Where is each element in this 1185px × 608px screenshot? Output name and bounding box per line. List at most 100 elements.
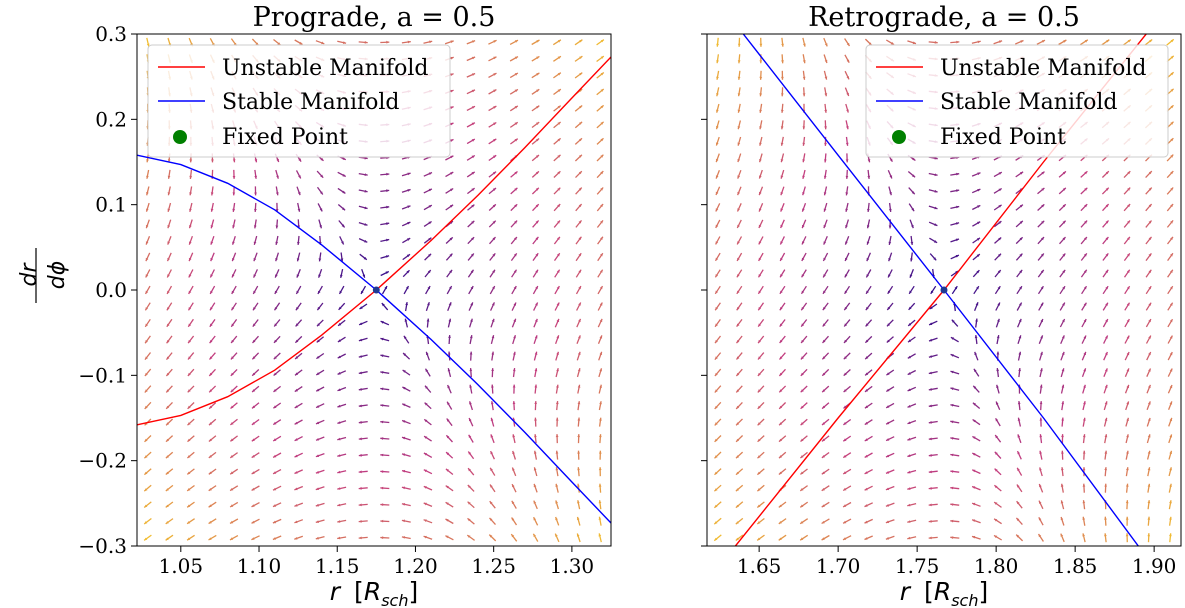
fixed-point-marker [940, 286, 948, 294]
field-arrowhead [231, 339, 234, 343]
field-arrowhead [801, 290, 805, 294]
field-arrowhead [1169, 450, 1172, 454]
field-arrowhead [715, 142, 719, 146]
field-arrowhead [1170, 39, 1174, 43]
field-arrowhead [867, 175, 871, 179]
field-arrowhead [821, 520, 825, 524]
field-arrowhead [145, 241, 149, 245]
field-arrowhead [578, 236, 582, 240]
field-arrowhead [800, 488, 804, 491]
field-arrowhead [230, 455, 234, 458]
field-arrowhead [337, 470, 341, 474]
field-arrowhead [758, 323, 761, 327]
field-arrowhead [715, 158, 719, 163]
field-arrowhead [423, 519, 427, 522]
field-arrowhead [1082, 450, 1086, 454]
field-arrowhead [426, 351, 429, 355]
field-arrowhead [577, 500, 580, 504]
field-arrowhead [534, 318, 538, 323]
legend: Unstable Manifold Stable Manifold Fixed … [865, 44, 1169, 158]
field-arrowhead [401, 486, 406, 490]
field-arrowhead [757, 488, 761, 492]
field-arrowhead [254, 175, 258, 179]
field-arrowhead [577, 483, 580, 487]
field-arrowhead [358, 470, 362, 474]
field-arrowhead [844, 290, 848, 294]
field-arrowhead [380, 387, 384, 391]
field-arrowhead [555, 500, 558, 504]
field-arrowhead [467, 535, 471, 538]
x-tick-label: 1.15 [315, 554, 360, 578]
field-arrowhead [864, 405, 869, 409]
field-arrowhead [467, 485, 471, 488]
field-arrowhead [402, 370, 406, 373]
field-arrowhead [577, 417, 581, 421]
field-arrowhead [426, 318, 430, 322]
field-arrowhead [910, 241, 914, 245]
field-arrowhead [1126, 434, 1129, 438]
field-arrowhead [144, 438, 148, 442]
field-arrowhead [801, 274, 805, 278]
field-arrowhead [823, 274, 826, 278]
field-arrowhead [423, 469, 427, 473]
field-arrowhead [908, 306, 912, 310]
field-arrowhead [511, 517, 515, 521]
field-arrowhead [296, 290, 299, 294]
field-arrowhead [254, 192, 257, 196]
field-arrowhead [1019, 237, 1023, 241]
field-arrowhead [514, 56, 518, 60]
field-arrowhead [1083, 384, 1086, 388]
field-arrowhead [359, 322, 363, 325]
field-arrowhead [715, 340, 718, 344]
field-arrowhead [557, 204, 561, 208]
field-arrowhead [490, 484, 493, 488]
legend-fixed-point-label: Fixed Point [222, 125, 348, 150]
field-arrowhead [1082, 500, 1086, 504]
field-arrowhead [252, 389, 256, 392]
field-arrowhead [757, 455, 761, 459]
field-arrowhead [165, 471, 169, 475]
field-arrowhead [557, 236, 560, 240]
field-arrowhead [273, 438, 277, 441]
y-tick-label: 0.0 [95, 278, 127, 302]
field-arrowhead [735, 488, 739, 492]
field-arrowhead [759, 175, 762, 179]
field-arrowhead [736, 340, 740, 344]
field-arrowhead [489, 534, 493, 538]
field-arrowhead [846, 42, 850, 46]
field-arrowhead [802, 126, 806, 130]
x-tick-label: 1.80 [974, 554, 1019, 578]
field-arrowhead [469, 351, 473, 355]
field-arrowhead [189, 159, 193, 163]
field-arrowhead [845, 208, 848, 212]
field-arrowhead [867, 159, 871, 163]
legend-fixed-point-label: Fixed Point [940, 125, 1066, 150]
field-arrowhead [1105, 253, 1109, 257]
field-arrowhead [535, 171, 539, 175]
field-arrowhead [555, 467, 559, 471]
field-arrowhead [600, 121, 604, 125]
field-arrowhead [1040, 253, 1044, 257]
field-arrowhead [210, 225, 214, 229]
field-arrowhead [867, 208, 870, 212]
field-arrowhead [778, 521, 782, 524]
field-arrowhead [427, 286, 431, 290]
field-arrowhead [822, 389, 826, 393]
field-arrowhead [886, 372, 890, 376]
field-arrowhead [252, 356, 256, 360]
field-arrowhead [907, 421, 911, 424]
legend-unstable-label: Unstable Manifold [222, 56, 428, 81]
field-arrowhead [579, 121, 583, 125]
field-arrowhead [714, 537, 718, 541]
field-arrowhead [337, 520, 341, 523]
field-arrowhead [534, 351, 538, 355]
field-arrowhead [315, 487, 319, 490]
field-arrowhead [535, 302, 538, 306]
field-arrowhead [337, 536, 341, 540]
field-arrowhead [598, 467, 602, 471]
field-arrowhead [1104, 450, 1108, 454]
field-arrowhead [1126, 384, 1129, 389]
field-arrowhead [715, 323, 718, 327]
field-arrowhead [275, 274, 278, 278]
field-arrowhead [885, 487, 890, 491]
